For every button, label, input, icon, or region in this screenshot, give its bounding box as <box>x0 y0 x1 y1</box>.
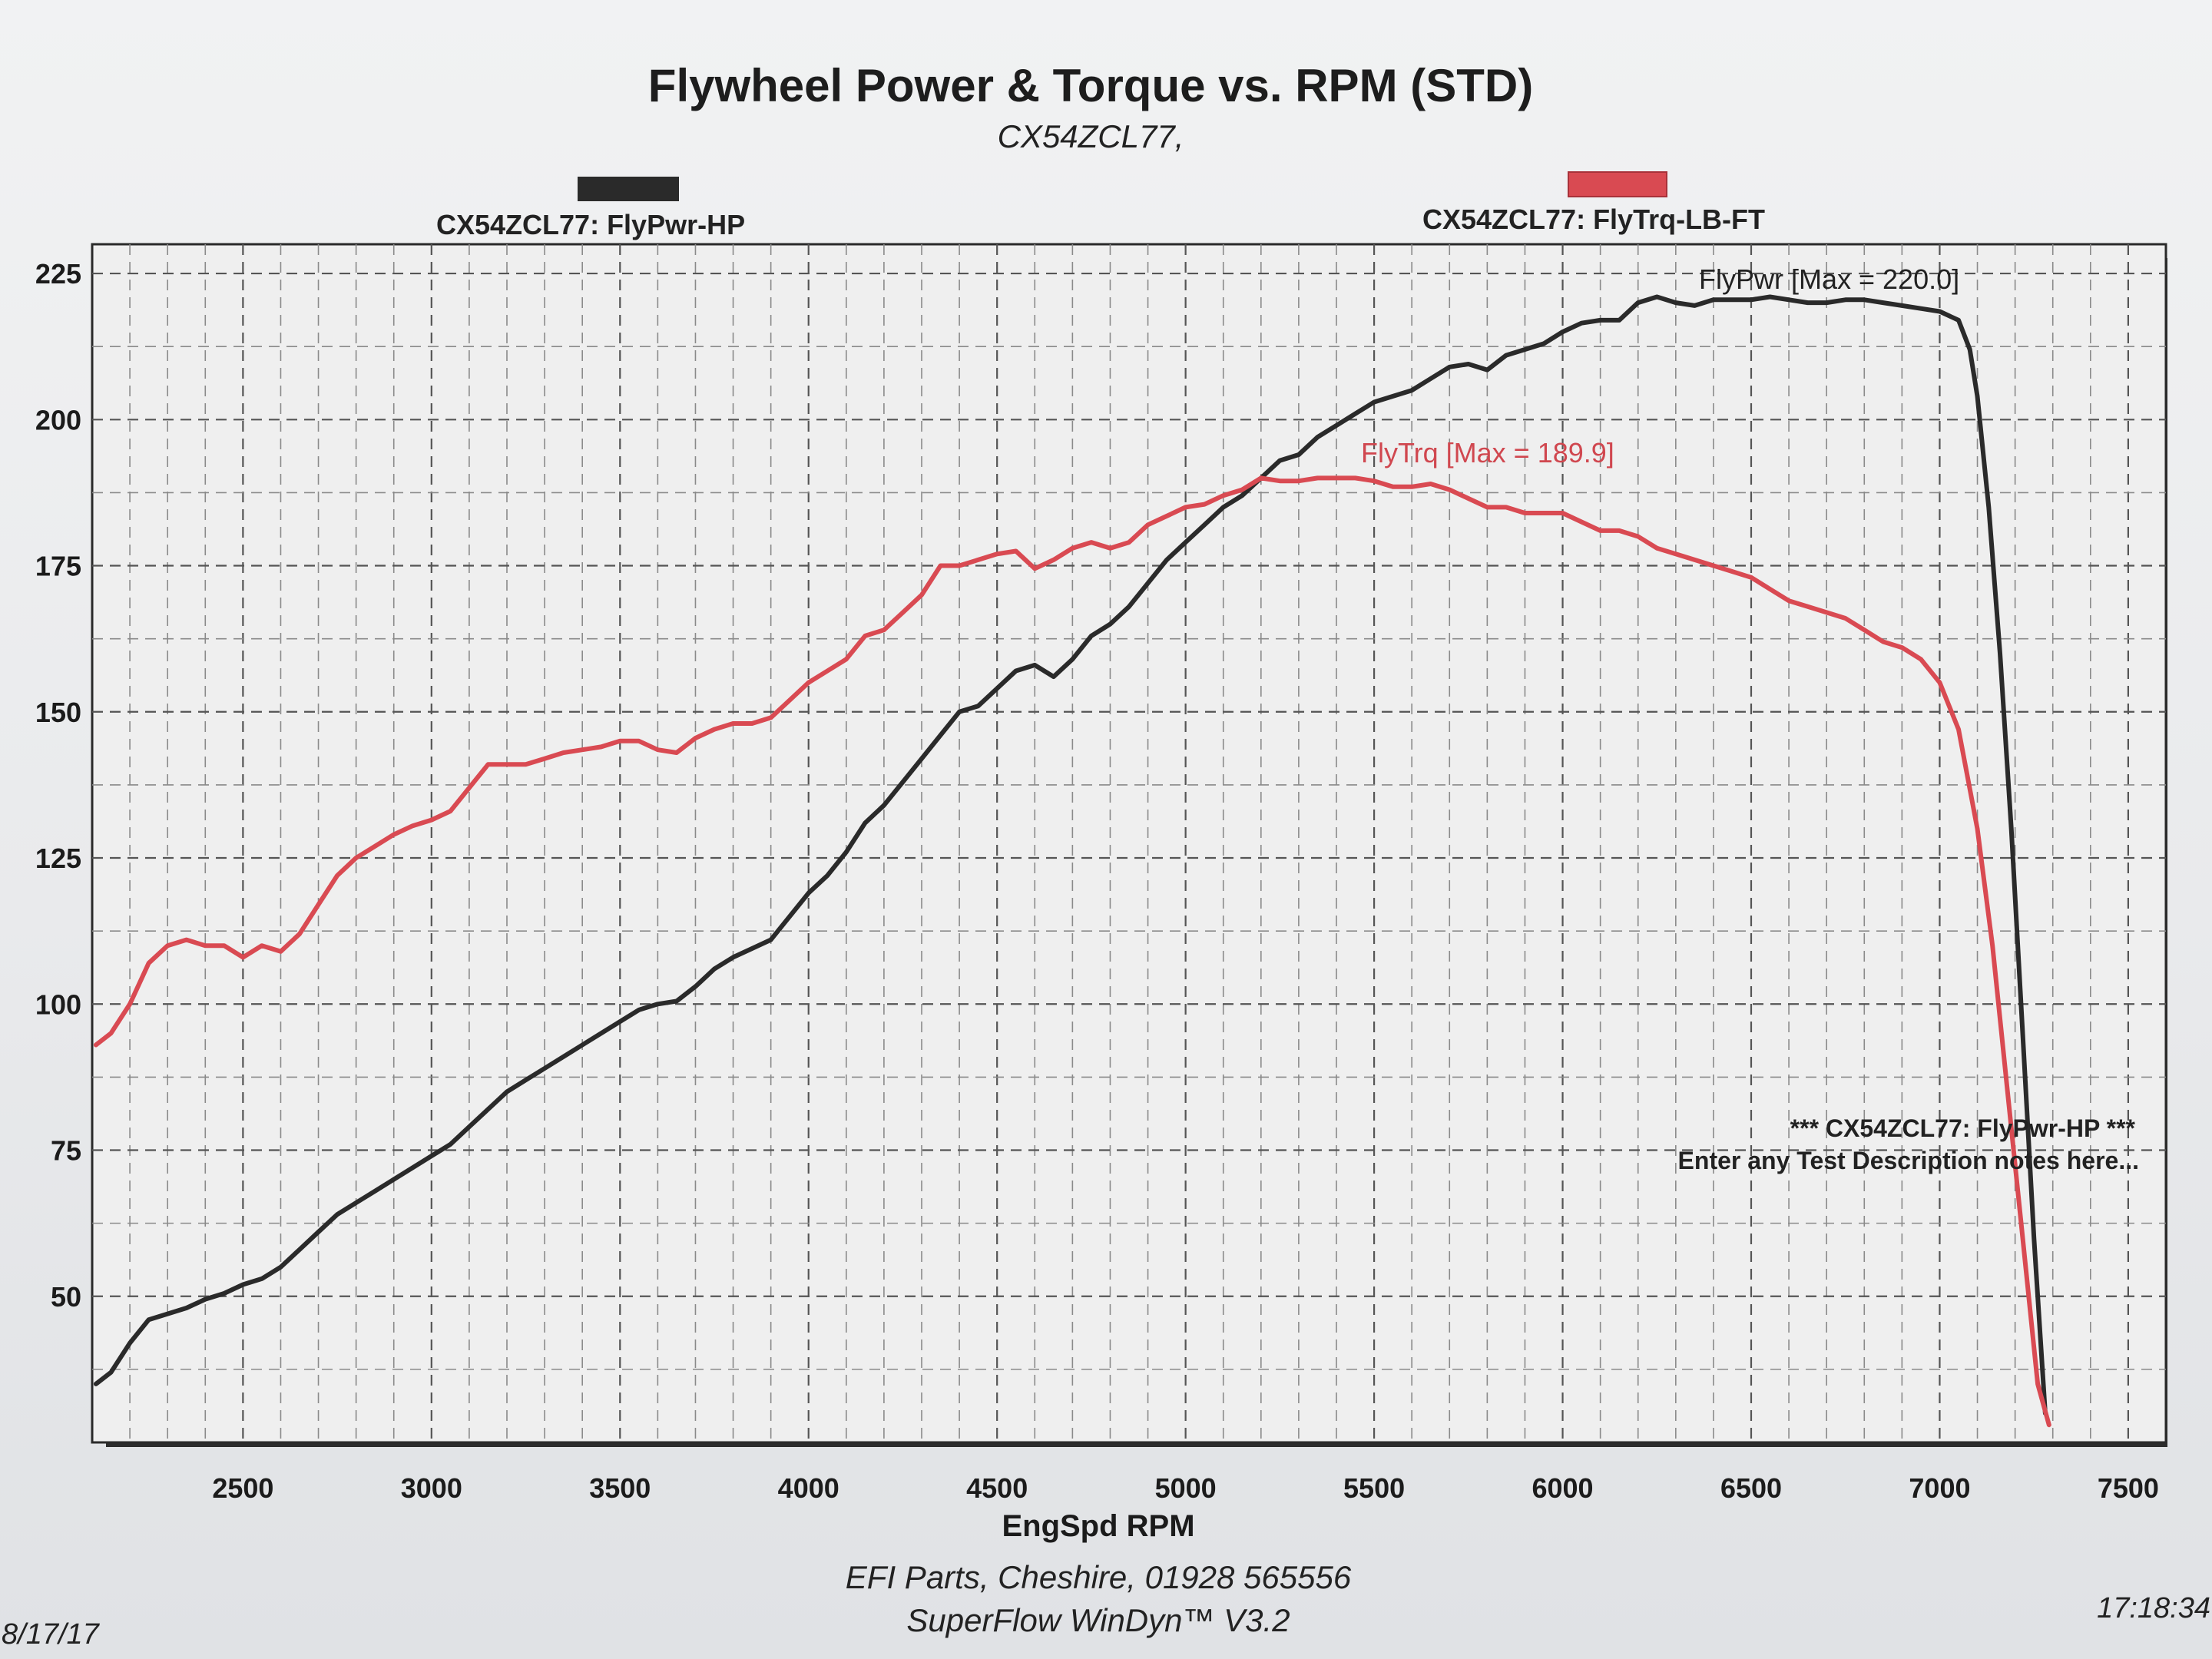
y-tick-label: 200 <box>35 404 81 435</box>
legend-swatch-torque <box>1568 171 1667 197</box>
x-tick-label: 7500 <box>2098 1472 2159 1504</box>
y-tick-label: 75 <box>51 1135 81 1167</box>
grid-lines <box>92 244 2166 1442</box>
y-tick-label: 50 <box>51 1281 81 1313</box>
x-axis-label: EngSpd RPM <box>1002 1509 1194 1543</box>
y-axis-ticks: 50 75 100 125 150 175 200 225 <box>35 258 81 1313</box>
x-tick-label: 5000 <box>1155 1472 1217 1504</box>
legend-label-torque: CX54ZCL77: FlyTrq-LB-FT <box>1422 204 1765 235</box>
y-tick-label: 100 <box>35 988 81 1020</box>
x-tick-label: 5500 <box>1343 1472 1405 1504</box>
note-line-1: *** CX54ZCL77: FlyPwr-HP *** <box>1790 1114 2136 1142</box>
x-tick-label: 4000 <box>778 1472 839 1504</box>
y-tick-label: 125 <box>35 843 81 874</box>
x-tick-label: 6000 <box>1532 1472 1593 1504</box>
footer-software: SuperFlow WinDyn™ V3.2 <box>906 1602 1290 1638</box>
x-tick-label: 3000 <box>401 1472 462 1504</box>
x-tick-label: 2500 <box>212 1472 273 1504</box>
torque-series-line <box>93 475 2051 1428</box>
torque-max-annotation: FlyTrq [Max = 189.9] <box>1361 437 1614 469</box>
y-tick-label: 150 <box>35 697 81 728</box>
note-line-2: Enter any Test Description notes here... <box>1678 1147 2139 1174</box>
chart-subtitle: CX54ZCL77, <box>998 118 1184 154</box>
plot-area <box>91 243 2167 1444</box>
x-tick-label: 3500 <box>589 1472 651 1504</box>
series-lines <box>93 294 2051 1428</box>
legend-swatch-power <box>578 177 679 201</box>
print-date: 8/17/17 <box>2 1618 101 1651</box>
power-max-annotation: FlyPwr [Max = 220.0] <box>1699 263 1959 295</box>
footer-company: EFI Parts, Cheshire, 01928 565556 <box>846 1559 1352 1595</box>
legend-label-power: CX54ZCL77: FlyPwr-HP <box>436 209 745 240</box>
x-axis-ticks: 2500 3000 3500 4000 4500 5000 5500 6000 6500 7000… <box>212 1472 2159 1504</box>
x-tick-label: 4500 <box>966 1472 1028 1504</box>
y-tick-label: 225 <box>35 258 81 290</box>
power-series-line <box>93 294 2048 1416</box>
x-tick-label: 6500 <box>1720 1472 1782 1504</box>
y-tick-label: 175 <box>35 551 81 582</box>
print-time: 17:18:34 <box>2097 1592 2210 1624</box>
chart-title: Flywheel Power & Torque vs. RPM (STD) <box>648 60 1533 111</box>
x-tick-label: 7000 <box>1909 1472 1970 1504</box>
